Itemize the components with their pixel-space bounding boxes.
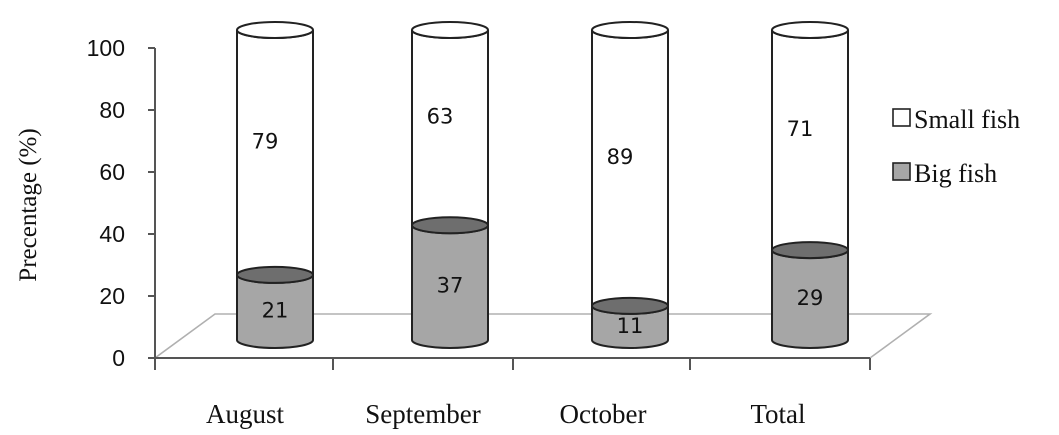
chart-data-labels: 21 79 37 63 11 89 29 71 <box>252 105 824 338</box>
bar-big-fish-top <box>411 216 489 235</box>
chart-axes: 0 20 40 60 80 100 August September October Total P… <box>15 35 871 429</box>
bar-big-fish-top <box>591 296 669 315</box>
bar-big-fish <box>771 241 849 349</box>
legend-label: Small fish <box>914 105 1020 134</box>
bar-small-fish-top <box>236 21 314 39</box>
x-category-label: August <box>206 399 285 429</box>
bar-group-august <box>236 21 314 349</box>
x-category-label: Total <box>750 399 805 429</box>
chart-bars <box>236 21 849 349</box>
data-label-big-fish: 29 <box>797 286 824 310</box>
y-tick-label: 20 <box>99 283 125 309</box>
data-label-small-fish: 89 <box>607 145 634 169</box>
bar-group-total <box>771 21 849 349</box>
bar-small-fish-body <box>591 29 669 315</box>
bar-small-fish-top <box>591 21 669 39</box>
bar-big-fish <box>236 265 314 349</box>
bar-small-fish-top <box>771 21 849 39</box>
chart-legend: Small fish Big fish <box>892 105 1020 188</box>
bar-group-september <box>411 21 489 349</box>
y-tick-label: 100 <box>87 35 125 61</box>
bar-big-fish-top <box>236 265 314 284</box>
y-tick-label: 60 <box>99 159 125 185</box>
bar-big-fish <box>591 296 669 349</box>
legend-item-big-fish: Big fish <box>892 159 997 188</box>
y-tick-label: 0 <box>112 345 125 371</box>
bar-big-fish-top <box>771 241 849 260</box>
data-label-big-fish: 37 <box>437 274 464 298</box>
x-category-label: September <box>365 399 480 429</box>
data-label-small-fish: 71 <box>787 117 814 141</box>
bar-small-fish-body <box>411 29 489 235</box>
legend-swatch <box>892 162 911 181</box>
x-category-label: October <box>560 399 647 429</box>
y-tick-label: 80 <box>99 97 125 123</box>
legend-item-small-fish: Small fish <box>892 105 1020 134</box>
bar-big-fish <box>411 216 489 349</box>
bar-group-october <box>591 21 669 349</box>
legend-swatch <box>892 108 911 127</box>
data-label-small-fish: 79 <box>252 129 279 153</box>
data-label-big-fish: 21 <box>262 298 289 322</box>
y-axis-title: Precentage (%) <box>15 128 42 281</box>
data-label-small-fish: 63 <box>427 105 454 129</box>
y-tick-label: 40 <box>99 221 125 247</box>
legend-label: Big fish <box>914 159 997 188</box>
bar-small-fish-body <box>236 29 314 284</box>
bar-small-fish-body <box>771 29 849 260</box>
bar-small-fish-top <box>411 21 489 39</box>
data-label-big-fish: 11 <box>617 314 644 338</box>
